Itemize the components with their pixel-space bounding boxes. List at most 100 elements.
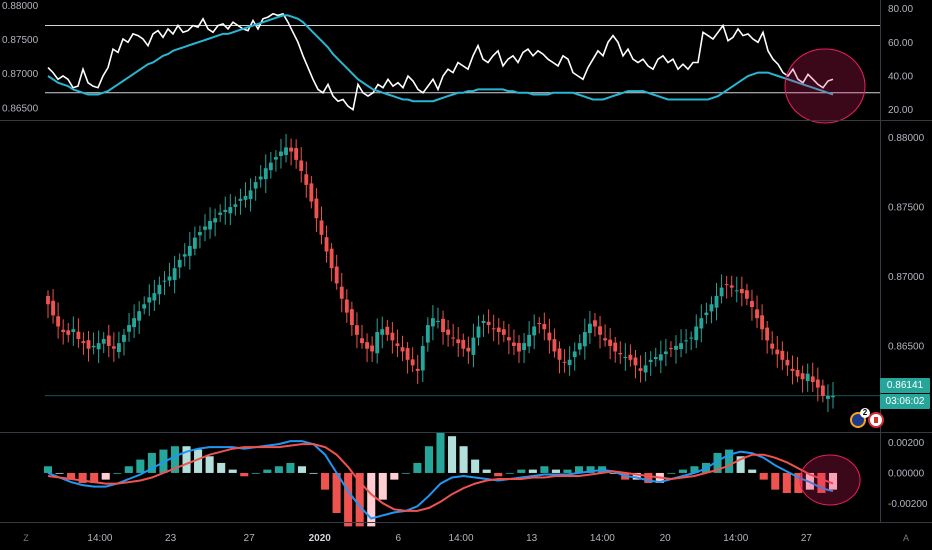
candle-body [820, 385, 825, 396]
candle-body [46, 295, 50, 305]
candle-body [380, 329, 385, 335]
candle-body [198, 232, 202, 236]
candle-body [238, 198, 243, 201]
macd-histogram-bar [667, 472, 676, 474]
macd-histogram-bar [309, 472, 318, 474]
candle-body [436, 320, 440, 322]
candle-body [385, 326, 390, 335]
candle-body [744, 290, 749, 299]
candle-body [223, 209, 228, 212]
candle-body [542, 324, 547, 330]
macd-panel[interactable]: 0.00200 0.00000 -0.00200 [43, 432, 928, 527]
candle-body [142, 304, 147, 309]
candle-body [56, 316, 61, 327]
candle-body [329, 248, 334, 269]
macd-histogram-bar [632, 472, 641, 480]
macd-histogram-bar [55, 472, 64, 474]
candle-body [532, 326, 537, 336]
candle-body [618, 353, 623, 355]
macd-series-line-1 [47, 443, 834, 512]
candle-body [253, 182, 258, 189]
oscillator-panel[interactable]: 80.00 60.00 40.00 20.00 0.88000 0.87500 0.8700… [2, 1, 913, 124]
candle-body [572, 351, 577, 358]
candle-body [795, 369, 800, 377]
macd-tick-label: 0.00200 [888, 438, 925, 449]
candle-body [370, 345, 375, 352]
price-panel[interactable]: 0.88000 0.87500 0.87000 0.86500 [45, 133, 925, 413]
candle-body [471, 337, 476, 355]
candle-body [268, 162, 273, 171]
candle-body [96, 343, 101, 350]
macd-histogram-bar [136, 459, 145, 473]
candle-body [233, 204, 238, 207]
candle-body [501, 329, 506, 335]
macd-histogram-bar [540, 466, 549, 473]
candle-body [451, 337, 456, 339]
macd-histogram-bar [344, 472, 353, 527]
macd-histogram-bar [228, 469, 237, 473]
oscillator-tick-label: 40.00 [888, 71, 913, 82]
candle-body [81, 341, 86, 344]
candle-body [760, 315, 765, 330]
macd-histogram-bar [528, 469, 537, 473]
macd-histogram-bar [586, 466, 595, 473]
left-price-tick-label: 0.88000 [2, 1, 39, 12]
candle-body [755, 309, 759, 319]
candle-body [365, 342, 369, 349]
candle-body [415, 368, 420, 371]
candle-body [243, 195, 248, 200]
candle-body [91, 345, 96, 348]
time-tick-label: 27 [244, 533, 256, 544]
candle-body [309, 183, 314, 202]
macd-histogram-bar [471, 459, 480, 473]
left-price-tick-label: 0.87500 [2, 35, 39, 46]
candle-body [182, 254, 187, 257]
macd-histogram-bar [413, 462, 422, 473]
candle-body [284, 147, 288, 155]
macd-histogram-bar [194, 449, 203, 473]
macd-histogram-bar [690, 466, 699, 473]
candle-body [567, 359, 572, 366]
candle-body [663, 351, 668, 355]
candle-body [400, 347, 405, 352]
ca-flag-icon[interactable] [868, 412, 884, 428]
macd-histogram-bar [286, 462, 295, 473]
candle-body [603, 338, 608, 341]
candle-body [729, 285, 734, 288]
candle-body [750, 300, 754, 308]
candle-body [218, 212, 223, 215]
candle-body [704, 312, 709, 316]
candle-body [410, 359, 415, 366]
candle-body [461, 339, 466, 349]
candle-body [203, 226, 207, 230]
candle-body [167, 276, 172, 281]
candle-body [486, 321, 491, 326]
candle-body [425, 325, 430, 343]
macd-histogram-bar [828, 472, 838, 490]
auto-scale-button[interactable]: A [902, 533, 909, 543]
candle-body [279, 151, 283, 156]
candle-body [719, 287, 724, 297]
macd-histogram-bar [505, 472, 514, 474]
candle-body [228, 207, 233, 214]
candle-body [699, 318, 704, 329]
candle-body [334, 266, 339, 284]
macd-histogram-bar [424, 446, 433, 473]
macd-histogram-bar [43, 466, 53, 473]
macd-histogram-bar [782, 472, 791, 493]
macd-histogram-bar [274, 466, 283, 473]
candle-body [304, 174, 309, 185]
macd-histogram-bar [251, 472, 260, 474]
candle-body [314, 198, 319, 219]
candle-body [375, 332, 380, 354]
macd-histogram-bar [771, 472, 780, 490]
macd-histogram-bar [713, 452, 722, 473]
candle-body [172, 268, 177, 280]
candle-body [405, 348, 410, 360]
timezone-toggle-button[interactable]: Z [23, 533, 29, 543]
candle-body [810, 376, 815, 383]
time-axis: 14:00 23 27 2020 6 14:00 13 14:00 20 14:00 27 [87, 533, 812, 544]
macd-histogram-bar [217, 462, 226, 473]
candle-body [273, 157, 278, 160]
